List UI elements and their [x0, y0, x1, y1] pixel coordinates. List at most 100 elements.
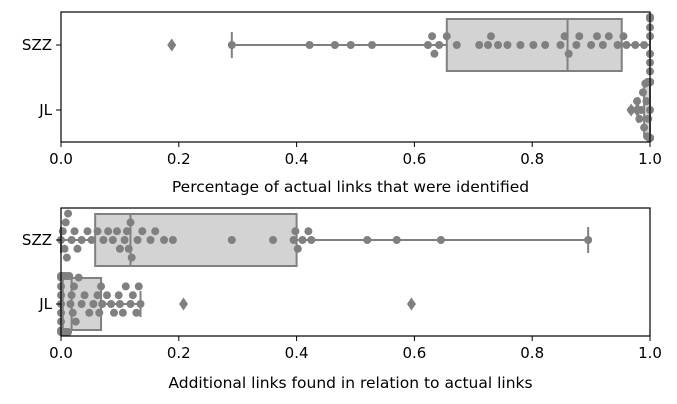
x-tick-label: 0.0 [49, 150, 73, 168]
data-point [58, 227, 67, 236]
plot-frame [60, 11, 651, 143]
data-point [640, 123, 649, 132]
data-point [89, 300, 98, 308]
x-axis-label: Additional links found in relation to ac… [168, 374, 532, 392]
data-point [227, 41, 236, 49]
data-point [307, 236, 316, 244]
x-tick-label: 0.6 [402, 150, 426, 168]
data-point [138, 227, 147, 236]
data-point [127, 253, 136, 262]
data-point [291, 227, 300, 236]
data-point [304, 227, 313, 236]
data-point [484, 41, 493, 49]
data-point [635, 114, 644, 123]
outlier-marker [179, 297, 189, 311]
data-point [132, 308, 141, 317]
data-point [128, 291, 137, 300]
data-point [516, 41, 525, 49]
data-point [367, 41, 376, 49]
data-point [108, 236, 117, 244]
data-point [503, 41, 512, 49]
data-point [77, 236, 86, 244]
data-point [97, 282, 106, 291]
category-jl [57, 272, 416, 336]
x-tick-label: 0.2 [167, 344, 191, 362]
data-point [124, 244, 133, 253]
data-point [475, 41, 484, 49]
category-label: SZZ [22, 36, 52, 54]
data-point [330, 41, 339, 49]
data-point [644, 114, 653, 123]
data-point [584, 236, 593, 244]
data-point [619, 32, 628, 41]
data-point [122, 227, 131, 236]
plot-frame [60, 207, 651, 337]
data-point [77, 300, 86, 308]
data-point [633, 97, 642, 106]
data-point [435, 41, 444, 49]
data-point [146, 236, 155, 244]
x-tick-label: 0.4 [285, 344, 309, 362]
category-szz [57, 209, 593, 267]
outlier-marker [167, 38, 177, 52]
data-point [269, 236, 278, 244]
data-point [93, 291, 102, 300]
data-point [107, 300, 116, 308]
data-point [67, 236, 76, 244]
data-point [494, 41, 503, 49]
data-point [289, 236, 298, 244]
data-point [126, 218, 135, 227]
data-point [151, 227, 160, 236]
x-tick-label: 0.2 [167, 150, 191, 168]
data-point [305, 41, 314, 49]
data-point [118, 308, 127, 317]
data-point [564, 49, 573, 58]
x-tick-label: 0.6 [402, 344, 426, 362]
data-point [104, 227, 113, 236]
data-point [95, 308, 104, 317]
x-tick-label: 0.0 [49, 344, 73, 362]
data-point [442, 32, 451, 41]
data-point [64, 209, 73, 218]
data-point [71, 317, 80, 326]
data-point [587, 41, 596, 49]
x-tick-label: 0.8 [520, 150, 544, 168]
data-point [556, 41, 565, 49]
data-point [613, 41, 622, 49]
data-point [640, 41, 649, 49]
data-point [346, 41, 355, 49]
data-point [293, 244, 302, 253]
data-point [126, 300, 135, 308]
data-point [64, 328, 73, 336]
data-point [74, 273, 83, 282]
data-point [627, 106, 636, 114]
data-point [87, 236, 96, 244]
data-point [392, 236, 401, 244]
data-point [529, 41, 538, 49]
data-point [61, 218, 70, 227]
data-point [428, 32, 437, 41]
category-label: JL [38, 295, 52, 313]
data-point [136, 300, 145, 308]
category-label: JL [38, 101, 52, 119]
data-point [541, 41, 550, 49]
data-point [102, 291, 111, 300]
data-point [68, 308, 77, 317]
data-point [60, 244, 69, 253]
data-point [120, 236, 129, 244]
data-point [436, 236, 445, 244]
data-point [80, 291, 89, 300]
data-point [622, 41, 631, 49]
data-point [62, 253, 71, 262]
data-point [227, 236, 236, 244]
category-label: SZZ [22, 231, 52, 249]
data-point [423, 41, 432, 49]
data-point [70, 227, 79, 236]
data-point [598, 41, 607, 49]
data-point [363, 236, 372, 244]
data-point [642, 97, 651, 106]
data-point [85, 308, 94, 317]
data-point [604, 32, 613, 41]
data-point [168, 236, 177, 244]
x-tick-label: 1.0 [638, 344, 662, 362]
